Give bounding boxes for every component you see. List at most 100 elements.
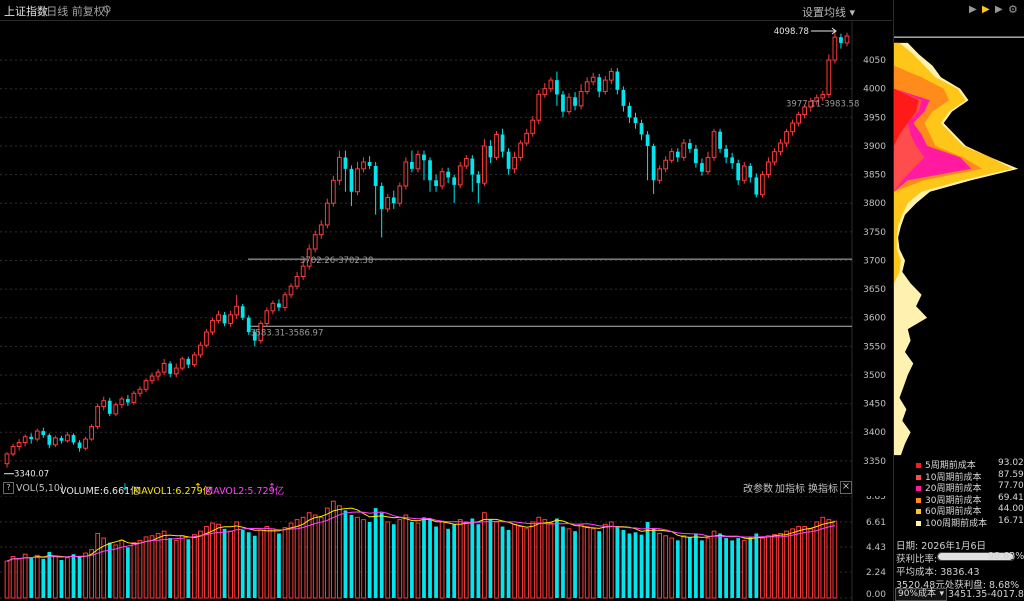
- candle-body: [306, 248, 312, 267]
- candle-body: [548, 79, 554, 90]
- candle: [657, 165, 663, 184]
- cost-percentile-value: 90%成本: [898, 589, 937, 599]
- volume-bar: [645, 521, 650, 598]
- candle: [597, 73, 602, 98]
- candle-body: [584, 81, 590, 93]
- candle: [337, 150, 342, 185]
- volume-bar: [246, 532, 251, 598]
- help-button[interactable]: ?: [3, 482, 14, 494]
- candle: [457, 161, 463, 189]
- candle: [95, 403, 101, 430]
- candle: [675, 148, 680, 162]
- play-icon[interactable]: ▶: [969, 4, 977, 15]
- candle: [694, 144, 698, 168]
- price-tick-label: 3550: [863, 342, 886, 352]
- volume-bar: [548, 522, 554, 599]
- legend-swatch: [916, 497, 921, 503]
- candle: [573, 92, 577, 111]
- candle-body: [422, 154, 426, 161]
- candle: [77, 440, 82, 452]
- volume-bar: [470, 518, 475, 598]
- candle: [687, 139, 692, 153]
- candle-body: [730, 157, 735, 164]
- settings-gear-icon[interactable]: ⚙: [1008, 3, 1018, 16]
- volume-bar: [784, 530, 789, 599]
- info-cost-range: 3451.35-4017.85: [948, 589, 1024, 600]
- volume-bar: [687, 536, 692, 598]
- candle: [463, 155, 469, 169]
- close-panel-button[interactable]: ×: [840, 481, 852, 494]
- volume-bar: [179, 535, 185, 599]
- gap-label: 3583.31-3586.97: [250, 328, 323, 338]
- volume-bar: [621, 530, 626, 598]
- switch-indicator-button[interactable]: 换指标: [808, 484, 838, 495]
- candle-body: [669, 151, 675, 161]
- candle-body: [228, 314, 233, 324]
- candle: [191, 352, 197, 367]
- volume-bar: [101, 537, 107, 599]
- volume-tick-label: 0.00: [866, 590, 886, 600]
- candle-body: [778, 142, 783, 153]
- candle: [330, 175, 336, 207]
- volume-bar: [294, 519, 300, 599]
- gear-icon[interactable]: ⚙: [102, 3, 112, 16]
- candle-body: [428, 160, 432, 181]
- volume-bar: [270, 528, 276, 599]
- candle: [168, 361, 173, 378]
- candle-body: [385, 196, 391, 210]
- volume-bar: [675, 540, 680, 598]
- volume-bar: [77, 556, 82, 598]
- volume-bar: [191, 534, 197, 599]
- info-avg-cost: 平均成本: 3836.43: [896, 567, 980, 578]
- candle-body: [173, 367, 179, 375]
- candle-body: [168, 363, 173, 374]
- volume-bar: [361, 519, 366, 599]
- volume-bar: [814, 521, 820, 599]
- play-step-icon[interactable]: ▶: [995, 4, 1003, 15]
- volume-bar: [482, 512, 487, 599]
- candle: [590, 72, 596, 86]
- candle: [802, 104, 808, 119]
- candle: [277, 299, 281, 311]
- candle-body: [524, 132, 530, 144]
- volume-bar: [736, 538, 741, 598]
- candle-body: [457, 165, 463, 186]
- candle-body: [312, 234, 318, 250]
- set-ma-button[interactable]: 设置均线 ▾: [802, 6, 856, 19]
- candle-body: [651, 145, 656, 181]
- candle-body: [506, 151, 511, 169]
- volume-bar: [330, 500, 336, 599]
- add-indicator-button[interactable]: 加指标: [775, 484, 805, 495]
- volume-bar: [29, 557, 34, 598]
- volume-bar: [602, 523, 608, 599]
- candle-body: [561, 94, 565, 112]
- volume-chart[interactable]: 8.85 6.61 4.43 2.24 0.00: [0, 496, 892, 601]
- volume-bar: [718, 533, 722, 598]
- candle: [149, 372, 155, 385]
- volume-bar: [766, 535, 771, 599]
- candle: [536, 89, 542, 125]
- candle: [403, 157, 409, 190]
- volume-bar: [228, 530, 233, 599]
- volume-bar: [555, 518, 559, 598]
- legend-label: 10周期前成本: [925, 472, 982, 483]
- candlestick-chart[interactable]: 3350 3400 3450 3500 3550 3600 3650 3700 3750 3800…: [0, 20, 892, 498]
- candle-body: [711, 131, 717, 158]
- volume-bar: [494, 521, 499, 599]
- change-params-button[interactable]: 改参数: [743, 484, 773, 495]
- candle-body: [434, 180, 438, 187]
- candle-body: [397, 185, 403, 204]
- volume-bar: [639, 534, 644, 598]
- candle: [832, 32, 838, 64]
- candle: [131, 390, 137, 405]
- mavol1-value: MAVOL1:6.279亿: [133, 486, 213, 497]
- price-tick-label: 3800: [863, 199, 886, 209]
- candle-body: [790, 122, 795, 133]
- play-highlight-icon[interactable]: ▶: [982, 4, 990, 15]
- candle-body: [4, 453, 10, 465]
- cost-percentile-select[interactable]: 90%成本 ▾: [895, 588, 947, 601]
- candle-body: [844, 35, 850, 44]
